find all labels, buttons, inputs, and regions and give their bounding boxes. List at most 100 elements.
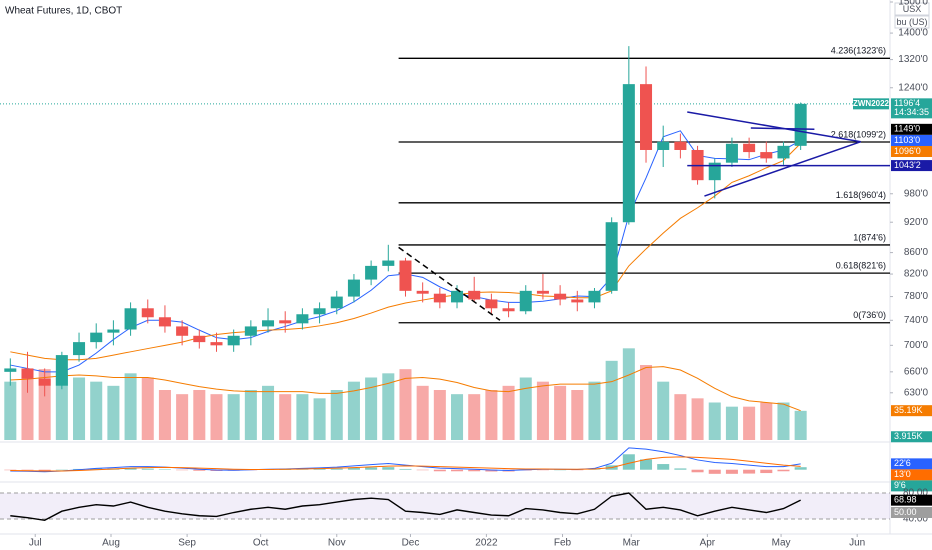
volume-bar: [416, 385, 429, 440]
y-tick-label: 1400'0: [898, 28, 928, 39]
volume-bar: [536, 381, 549, 440]
y-tick-label: 630'0: [904, 387, 929, 398]
volume-bar: [725, 406, 738, 440]
x-tick-label: Nov: [328, 538, 346, 549]
candle-body: [141, 308, 154, 318]
candle-body: [124, 308, 137, 330]
y-tick-label: 740'0: [904, 315, 929, 326]
macd-histogram: [674, 468, 687, 470]
candle-body: [725, 143, 738, 163]
price-tag: [891, 145, 932, 157]
candle-body: [210, 342, 223, 346]
currency[interactable]: USX: [903, 4, 922, 14]
volume-bar: [262, 385, 275, 440]
macd-histogram: [158, 469, 171, 470]
candle-body: [365, 265, 378, 280]
countdown: 14:34:35: [894, 107, 929, 117]
y-tick-label: 820'0: [904, 269, 929, 280]
trendline: [704, 141, 862, 197]
volume-bar: [90, 381, 103, 440]
volume-bar: [141, 377, 154, 440]
volume-bar: [605, 360, 618, 440]
candle-body: [794, 103, 807, 146]
macd-histogram: [571, 469, 584, 471]
macd-histogram: [416, 469, 429, 471]
volume-ma: [10, 366, 801, 412]
volume-bar: [193, 390, 206, 440]
candle-body: [21, 368, 34, 379]
macd-histogram: [330, 468, 343, 470]
macd-histogram: [536, 469, 549, 471]
macd-histogram: [451, 469, 464, 472]
macd-histogram: [313, 468, 326, 470]
volume-bar: [382, 373, 395, 440]
candle-body: [55, 355, 68, 386]
unit[interactable]: bu (US): [896, 17, 927, 27]
volume-bar: [365, 377, 378, 440]
candle-body: [416, 290, 429, 294]
macd-histogram: [708, 469, 721, 474]
price-tag-label: 1149'0: [894, 124, 920, 134]
y-tick-label: 920'0: [904, 217, 929, 228]
candle-body: [502, 308, 515, 312]
candle-body: [571, 299, 584, 303]
candle-body: [674, 141, 687, 150]
volume-bar: [760, 402, 773, 440]
price-tag-label: 1103'0: [894, 135, 920, 145]
volume-bar: [502, 385, 515, 440]
candle-body: [657, 141, 670, 150]
price-tag-label: 1096'0: [894, 146, 921, 156]
price-tag-label: 9'6: [894, 480, 906, 490]
price-tag: [891, 469, 932, 481]
price-tag: [891, 405, 932, 417]
rsi-tick-label: 80.00: [903, 488, 928, 499]
x-tick-label: Jun: [849, 538, 865, 549]
x-tick-label: Sep: [178, 538, 196, 549]
y-tick-label: 1320'0: [898, 54, 928, 65]
volume-bar: [640, 365, 653, 440]
volume-bar: [485, 390, 498, 440]
volume-bar: [691, 398, 704, 440]
unit-box[interactable]: [894, 15, 930, 29]
y-tick-label: 700'0: [904, 340, 929, 351]
candle-body: [313, 308, 326, 315]
volume-bar: [227, 394, 240, 440]
candle-body: [760, 152, 773, 159]
volume-bar: [777, 402, 790, 440]
macd-histogram: [725, 469, 738, 474]
volume-bar: [554, 385, 567, 440]
x-tick-label: Oct: [253, 538, 269, 549]
fib-label: 1(874'6): [853, 232, 886, 242]
x-tick-label: Aug: [102, 538, 120, 549]
y-tick-label: 1500'0: [898, 0, 928, 8]
currency-box[interactable]: [894, 2, 930, 16]
volume-bar: [468, 394, 481, 440]
x-tick-label: May: [772, 538, 791, 549]
volume-bar: [588, 381, 601, 440]
volume-bar: [743, 406, 756, 440]
volume-bar: [433, 390, 446, 440]
macd-histogram: [777, 469, 790, 472]
volume-bar: [4, 381, 17, 440]
macd-histogram: [296, 469, 309, 470]
candle-body: [536, 290, 549, 294]
y-tick-label: 780'0: [904, 291, 929, 302]
macd-histogram: [588, 469, 601, 470]
x-tick-label: 2022: [475, 538, 498, 549]
price-tag: [891, 123, 932, 135]
y-tick-label: 860'0: [904, 247, 929, 258]
volume-bar: [21, 377, 34, 440]
candle-body: [640, 84, 653, 150]
candle-body: [622, 84, 635, 223]
volume-bar: [73, 377, 86, 440]
volume-bar: [313, 398, 326, 440]
y-tick-label: 660'0: [904, 366, 929, 377]
macd-histogram: [4, 469, 17, 471]
trendline: [398, 246, 501, 321]
candle-body: [73, 342, 86, 356]
price-tag: [891, 134, 932, 146]
volume-bar: [158, 390, 171, 440]
moving-average: [10, 143, 802, 361]
macd-histogram: [554, 469, 567, 471]
